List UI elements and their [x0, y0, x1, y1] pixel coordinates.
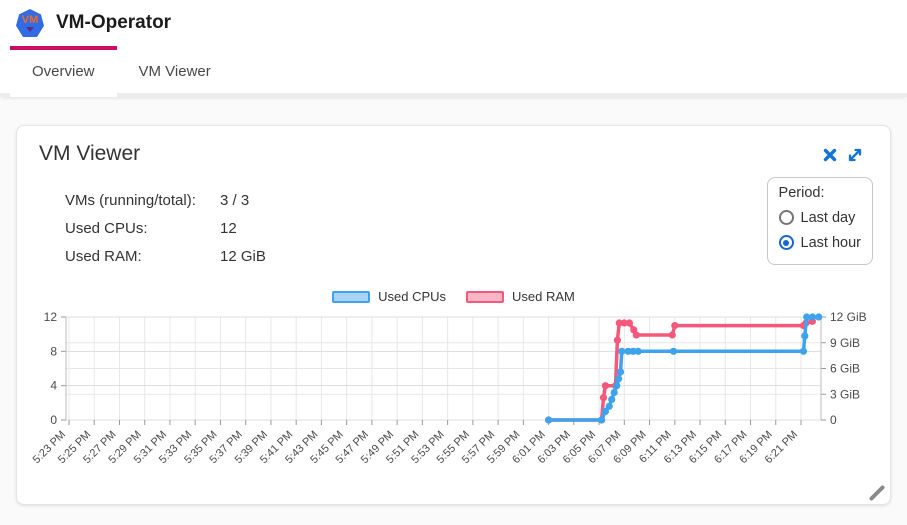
card-actions — [821, 146, 864, 164]
data-point — [615, 375, 623, 383]
data-point — [671, 322, 679, 330]
stat-value-vms: 3 / 3 — [220, 191, 250, 209]
data-point — [618, 347, 626, 355]
y-right-tick-label: 3 GiB — [830, 387, 860, 401]
data-point — [616, 368, 625, 376]
data-point — [625, 319, 634, 327]
stat-value-cpus: 12 — [220, 219, 237, 237]
expand-button[interactable] — [846, 146, 864, 164]
data-point — [632, 331, 640, 339]
app-title: VM-Operator — [56, 12, 172, 33]
data-point — [624, 347, 632, 355]
y-left-tick-label: 0 — [50, 413, 57, 427]
data-point — [613, 336, 622, 344]
radio-last-hour[interactable]: Last hour — [778, 230, 861, 255]
card-title: VM Viewer — [39, 142, 141, 165]
y-right-tick-label: 6 GiB — [830, 362, 860, 376]
data-point — [601, 382, 610, 390]
data-point — [601, 407, 610, 415]
usage-chart: 5:23 PM5:25 PM5:27 PM5:29 PM5:31 PM5:33 … — [31, 310, 867, 466]
y-left-tick-label: 12 — [44, 310, 58, 324]
expand-icon — [848, 148, 862, 162]
y-left-tick-label: 4 — [50, 379, 57, 393]
stat-label-cpus: Used CPUs: — [65, 219, 148, 237]
tab-vm-viewer-label: VM Viewer — [138, 63, 211, 80]
radio-last-day-icon[interactable] — [778, 210, 794, 225]
radio-last-hour-icon[interactable] — [778, 235, 794, 250]
radio-last-day-label: Last day — [800, 209, 856, 226]
chart-axis-labels: 5:23 PM5:25 PM5:27 PM5:29 PM5:31 PM5:33 … — [31, 310, 867, 466]
page-content: VM Viewer VMs (running/total): 3 / 3 — [0, 97, 907, 525]
data-point — [801, 332, 809, 340]
stat-label-ram: Used RAM: — [65, 247, 142, 265]
legend-swatch-cpus — [332, 290, 371, 303]
y-left-tick-label: 8 — [50, 344, 57, 358]
data-point — [613, 382, 621, 390]
stat-row-vms: VMs (running/total): 3 / 3 — [65, 186, 266, 214]
data-point — [634, 347, 642, 355]
data-point — [615, 319, 623, 327]
resize-handle[interactable] — [868, 484, 886, 502]
stat-row-cpus: Used CPUs: 12 — [65, 214, 266, 242]
stat-row-ram: Used RAM: 12 GiB — [65, 242, 266, 270]
data-point — [799, 347, 808, 355]
tab-overview[interactable]: Overview — [10, 46, 117, 97]
legend-item-used-ram: Used RAM — [466, 289, 575, 304]
legend-label-cpus: Used CPUs — [378, 289, 447, 304]
radio-last-hour-label: Last hour — [800, 234, 861, 251]
close-icon — [823, 148, 837, 162]
chart-legend: Used CPUs Used RAM — [17, 289, 890, 304]
vm-viewer-card: VM Viewer VMs (running/total): 3 / 3 — [16, 125, 891, 505]
y-right-tick-label: 0 — [830, 413, 837, 427]
chart-gridlines — [66, 316, 821, 421]
period-box: Period: Last day Last hour — [766, 177, 873, 265]
stat-label-vms: VMs (running/total): — [65, 191, 196, 209]
legend-label-ram: Used RAM — [512, 289, 575, 304]
stat-value-ram: 12 GiB — [220, 247, 266, 265]
data-point — [803, 313, 811, 321]
data-point — [599, 394, 608, 402]
tab-overview-label: Overview — [32, 63, 95, 80]
data-point — [608, 395, 616, 403]
chart-axes — [61, 316, 826, 425]
y-right-tick-label: 9 GiB — [830, 336, 860, 350]
period-label: Period: — [778, 185, 825, 201]
logo-caret-icon — [26, 26, 34, 32]
legend-item-used-cpus: Used CPUs — [332, 289, 446, 304]
data-point — [668, 331, 676, 339]
data-point — [815, 313, 823, 321]
series-used-cpus — [545, 313, 823, 424]
y-right-tick-label: 12 GiB — [830, 310, 867, 324]
app-header: VM VM-Operator — [0, 0, 907, 46]
close-button[interactable] — [821, 146, 839, 164]
radio-last-day[interactable]: Last day — [778, 205, 861, 230]
data-point — [808, 313, 817, 321]
vm-stats: VMs (running/total): 3 / 3 Used CPUs: 12… — [65, 186, 266, 270]
data-point — [605, 402, 613, 410]
data-point — [610, 388, 618, 397]
tab-vm-viewer[interactable]: VM Viewer — [117, 46, 233, 93]
data-point — [629, 347, 637, 355]
data-point — [598, 416, 606, 424]
data-point — [669, 347, 678, 355]
logo-vm-text: VM — [21, 13, 39, 26]
legend-swatch-ram — [466, 290, 505, 303]
data-point — [545, 416, 553, 424]
data-point — [620, 319, 628, 327]
tab-bar: Overview VM Viewer — [0, 46, 907, 97]
app-logo-icon: VM — [16, 9, 44, 37]
